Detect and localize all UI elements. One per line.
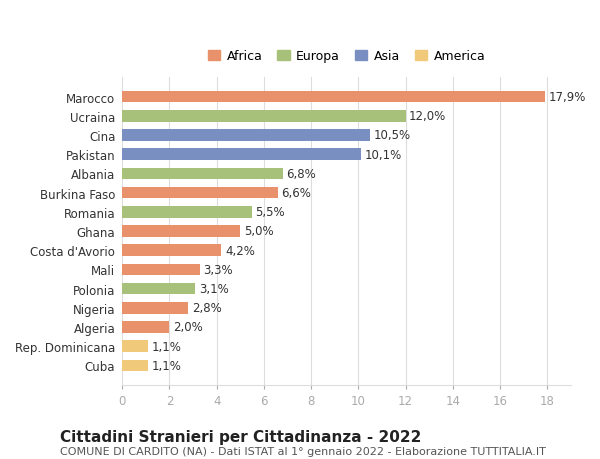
Text: 17,9%: 17,9%	[548, 91, 586, 104]
Text: 5,5%: 5,5%	[256, 206, 285, 219]
Bar	[122, 322, 169, 333]
Text: 2,8%: 2,8%	[192, 302, 221, 314]
Text: 6,8%: 6,8%	[286, 168, 316, 180]
Text: 1,1%: 1,1%	[152, 340, 182, 353]
Bar	[122, 111, 406, 122]
Text: COMUNE DI CARDITO (NA) - Dati ISTAT al 1° gennaio 2022 - Elaborazione TUTTITALIA: COMUNE DI CARDITO (NA) - Dati ISTAT al 1…	[60, 447, 546, 456]
Text: 10,5%: 10,5%	[374, 129, 411, 142]
Bar	[122, 360, 148, 371]
Text: 3,3%: 3,3%	[203, 263, 233, 276]
Text: 10,1%: 10,1%	[364, 148, 401, 161]
Text: 2,0%: 2,0%	[173, 321, 203, 334]
Bar	[122, 168, 283, 180]
Bar	[122, 130, 370, 141]
Text: 6,6%: 6,6%	[281, 187, 311, 200]
Text: 12,0%: 12,0%	[409, 110, 446, 123]
Text: 4,2%: 4,2%	[225, 244, 255, 257]
Bar	[122, 283, 196, 295]
Bar	[122, 187, 278, 199]
Bar	[122, 149, 361, 161]
Text: 3,1%: 3,1%	[199, 282, 229, 296]
Text: 1,1%: 1,1%	[152, 359, 182, 372]
Legend: Africa, Europa, Asia, America: Africa, Europa, Asia, America	[202, 44, 491, 69]
Text: Cittadini Stranieri per Cittadinanza - 2022: Cittadini Stranieri per Cittadinanza - 2…	[60, 429, 421, 444]
Bar	[122, 226, 240, 237]
Bar	[122, 207, 252, 218]
Bar	[122, 302, 188, 314]
Bar	[122, 92, 545, 103]
Bar	[122, 264, 200, 275]
Bar	[122, 245, 221, 257]
Bar	[122, 341, 148, 352]
Text: 5,0%: 5,0%	[244, 225, 274, 238]
